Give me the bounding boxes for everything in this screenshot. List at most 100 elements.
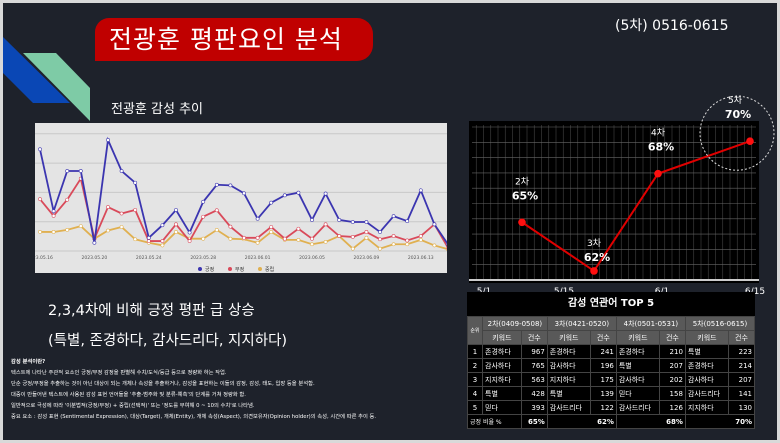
count-cell: 126 xyxy=(658,400,686,415)
data-point xyxy=(418,234,423,238)
data-point xyxy=(174,222,178,227)
data-point xyxy=(350,235,355,239)
rank-cell: 1 xyxy=(467,344,483,359)
data-point xyxy=(214,228,219,232)
keyword-cell: 감사드리다 xyxy=(546,400,591,415)
data-point xyxy=(296,226,301,231)
data-point xyxy=(350,246,355,251)
data-point xyxy=(337,218,342,222)
data-point xyxy=(590,267,598,275)
count-cell: 428 xyxy=(520,386,548,401)
keyword-cell: 지지하다 xyxy=(546,372,591,387)
data-point xyxy=(364,235,369,240)
legend-label: 긍정 xyxy=(205,266,214,273)
data-point xyxy=(65,228,70,232)
keyword-cell: 감사하다 xyxy=(482,358,522,373)
table-row: 2 감사하다 765 감사하다 196 특별 207 존경하다 214 xyxy=(467,358,755,373)
data-point xyxy=(51,213,56,218)
data-point xyxy=(255,216,260,221)
x-tick-label: 2023.05.16 xyxy=(35,255,53,261)
data-point xyxy=(350,220,355,224)
data-point xyxy=(432,243,437,248)
data-point xyxy=(201,214,206,219)
data-point xyxy=(38,147,42,152)
data-point xyxy=(160,239,165,243)
keyword-cell: 지지하다 xyxy=(684,400,730,415)
notes: 감성 분석이란? 텍스트에 나타난 주관적 요소인 긍정/부정 감정을 판별해 … xyxy=(11,357,451,423)
data-point xyxy=(78,224,83,228)
green-stripe xyxy=(23,53,90,121)
table-title: 감성 연관어 TOP 5 xyxy=(567,298,655,309)
data-point xyxy=(106,205,110,209)
count-header: 건수 xyxy=(589,330,617,345)
data-point xyxy=(378,237,382,242)
data-point xyxy=(405,238,410,243)
data-point xyxy=(269,230,274,234)
count-cell: 196 xyxy=(589,358,617,373)
data-point xyxy=(391,214,396,219)
data-point xyxy=(405,219,410,224)
rank-cell: 4 xyxy=(467,386,483,401)
count-header: 건수 xyxy=(658,330,686,345)
legend-marker xyxy=(228,267,232,271)
data-point xyxy=(296,190,301,195)
period-header: 5차(0516-0615) xyxy=(684,316,756,331)
data-point xyxy=(269,200,274,205)
ratio: 70% xyxy=(684,414,756,429)
data-point xyxy=(187,230,192,235)
x-tick-label: 2023.05.20 xyxy=(82,255,108,261)
data-point xyxy=(405,242,410,247)
trend-line xyxy=(521,140,751,273)
keyword-cell: 특별 xyxy=(684,344,730,359)
data-point xyxy=(296,237,301,242)
data-point xyxy=(432,222,437,227)
data-point xyxy=(364,220,369,224)
decorative-stripes xyxy=(3,37,90,121)
x-tick-label: 2023.05.24 xyxy=(136,255,162,261)
keyword-header: 키워드 xyxy=(684,330,730,345)
x-tick-label: 5/1 xyxy=(477,287,491,295)
count-cell: 765 xyxy=(520,358,548,373)
keyword-header: 키워드 xyxy=(482,330,522,345)
x-tick-label: 2023.06.09 xyxy=(354,255,380,261)
count-cell: 393 xyxy=(520,400,548,415)
keyword-cell: 감사하다 xyxy=(615,372,660,387)
data-point xyxy=(133,237,138,242)
footer-label: 긍정 비율 % xyxy=(467,414,522,429)
x-tick-label: 6/15 xyxy=(745,287,765,295)
count-cell: 175 xyxy=(589,372,617,387)
ratio: 62% xyxy=(546,414,617,429)
legend-marker xyxy=(198,267,202,271)
data-point xyxy=(78,169,83,173)
point-round-label: 5차 xyxy=(728,95,743,106)
data-point xyxy=(160,243,165,248)
legend-marker xyxy=(258,267,262,271)
data-point xyxy=(255,235,260,240)
note-line: 텍스트에 나타난 주관적 요소인 긍정/부정 감정을 판별해 수치/도식/등급 … xyxy=(11,370,227,376)
data-point xyxy=(160,223,165,228)
period-header: 2차(0409-0508) xyxy=(482,316,548,331)
data-point xyxy=(242,191,246,196)
count-cell: 130 xyxy=(728,400,755,415)
count-cell: 563 xyxy=(520,372,548,387)
data-point xyxy=(146,239,151,243)
count-cell: 202 xyxy=(658,372,686,387)
data-point xyxy=(146,235,151,240)
period-label: (5차) 0516-0615 xyxy=(615,18,729,34)
data-point xyxy=(119,211,124,216)
count-cell: 207 xyxy=(658,358,686,373)
keyword-cell: 존경하다 xyxy=(482,344,522,359)
legend-label: 중립 xyxy=(265,266,274,273)
data-point xyxy=(418,188,423,193)
data-point xyxy=(133,180,138,185)
table-row: 1 존경하다 967 존경하다 241 존경하다 210 특별 223 xyxy=(467,344,755,359)
data-point xyxy=(106,138,110,142)
x-tick-label: 5/15 xyxy=(554,287,574,295)
data-point xyxy=(282,193,287,198)
point-value-label: 65% xyxy=(512,189,538,202)
data-point xyxy=(418,237,423,242)
data-point xyxy=(174,208,178,212)
count-header: 건수 xyxy=(520,330,548,345)
keyword-header: 키워드 xyxy=(615,330,660,345)
x-tick-label: 2023.06.13 xyxy=(408,255,434,261)
